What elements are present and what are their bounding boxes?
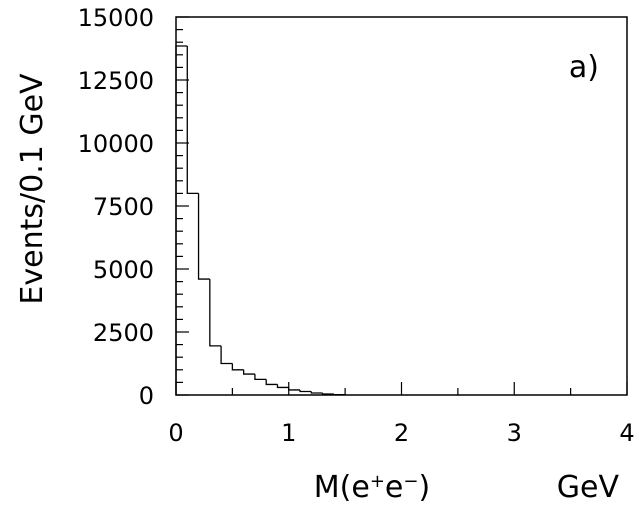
histogram-bin [186, 45, 199, 195]
ticks-layer [175, 16, 628, 396]
y-tick-label: 5000 [93, 256, 154, 284]
x-axis-title-sup-minus: − [403, 471, 418, 492]
y-tick-label: 2500 [93, 319, 154, 347]
histogram-bin [220, 345, 233, 365]
x-axis-title-end: ) [418, 470, 430, 505]
x-tick-label: 2 [394, 419, 409, 447]
y-tick-label: 7500 [93, 193, 154, 221]
x-tick-label: 1 [281, 419, 296, 447]
x-axis-title-mid: e [385, 470, 403, 505]
histogram-bin [265, 379, 278, 386]
histogram-bin [321, 392, 334, 395]
plot-frame [175, 16, 628, 396]
histogram-bin [243, 369, 255, 375]
histogram-bin [276, 384, 289, 389]
histogram-bars [175, 45, 346, 396]
x-tick-label: 4 [619, 419, 634, 447]
histogram-bin [310, 391, 323, 394]
x-tick-label: 3 [507, 419, 522, 447]
y-axis-title: Events/0.1 GeV [15, 73, 50, 305]
y-tick-label: 15000 [78, 4, 154, 32]
histogram-bin [231, 363, 244, 371]
x-axis-title-base: M(e [314, 470, 370, 505]
x-tick-label: 0 [168, 419, 183, 447]
tick-labels: 0 2500 5000 7500 10000 12500 15000 0 1 2 3 4 [78, 4, 635, 447]
y-tick-label: 10000 [78, 130, 154, 158]
y-tick-label: 0 [139, 382, 154, 410]
histogram-bin [254, 374, 267, 381]
histogram-bin [209, 279, 222, 347]
histogram-bin [197, 193, 210, 280]
y-tick-label: 12500 [78, 67, 154, 95]
x-axis-title: M(e+e−) [314, 470, 430, 505]
x-axis-title-sup-plus: + [370, 471, 385, 492]
histogram-bin [299, 389, 312, 393]
histogram-bin [175, 45, 188, 395]
x-axis-unit: GeV [557, 470, 620, 505]
histogram-bin [288, 387, 301, 391]
panel-label: a) [569, 50, 599, 85]
